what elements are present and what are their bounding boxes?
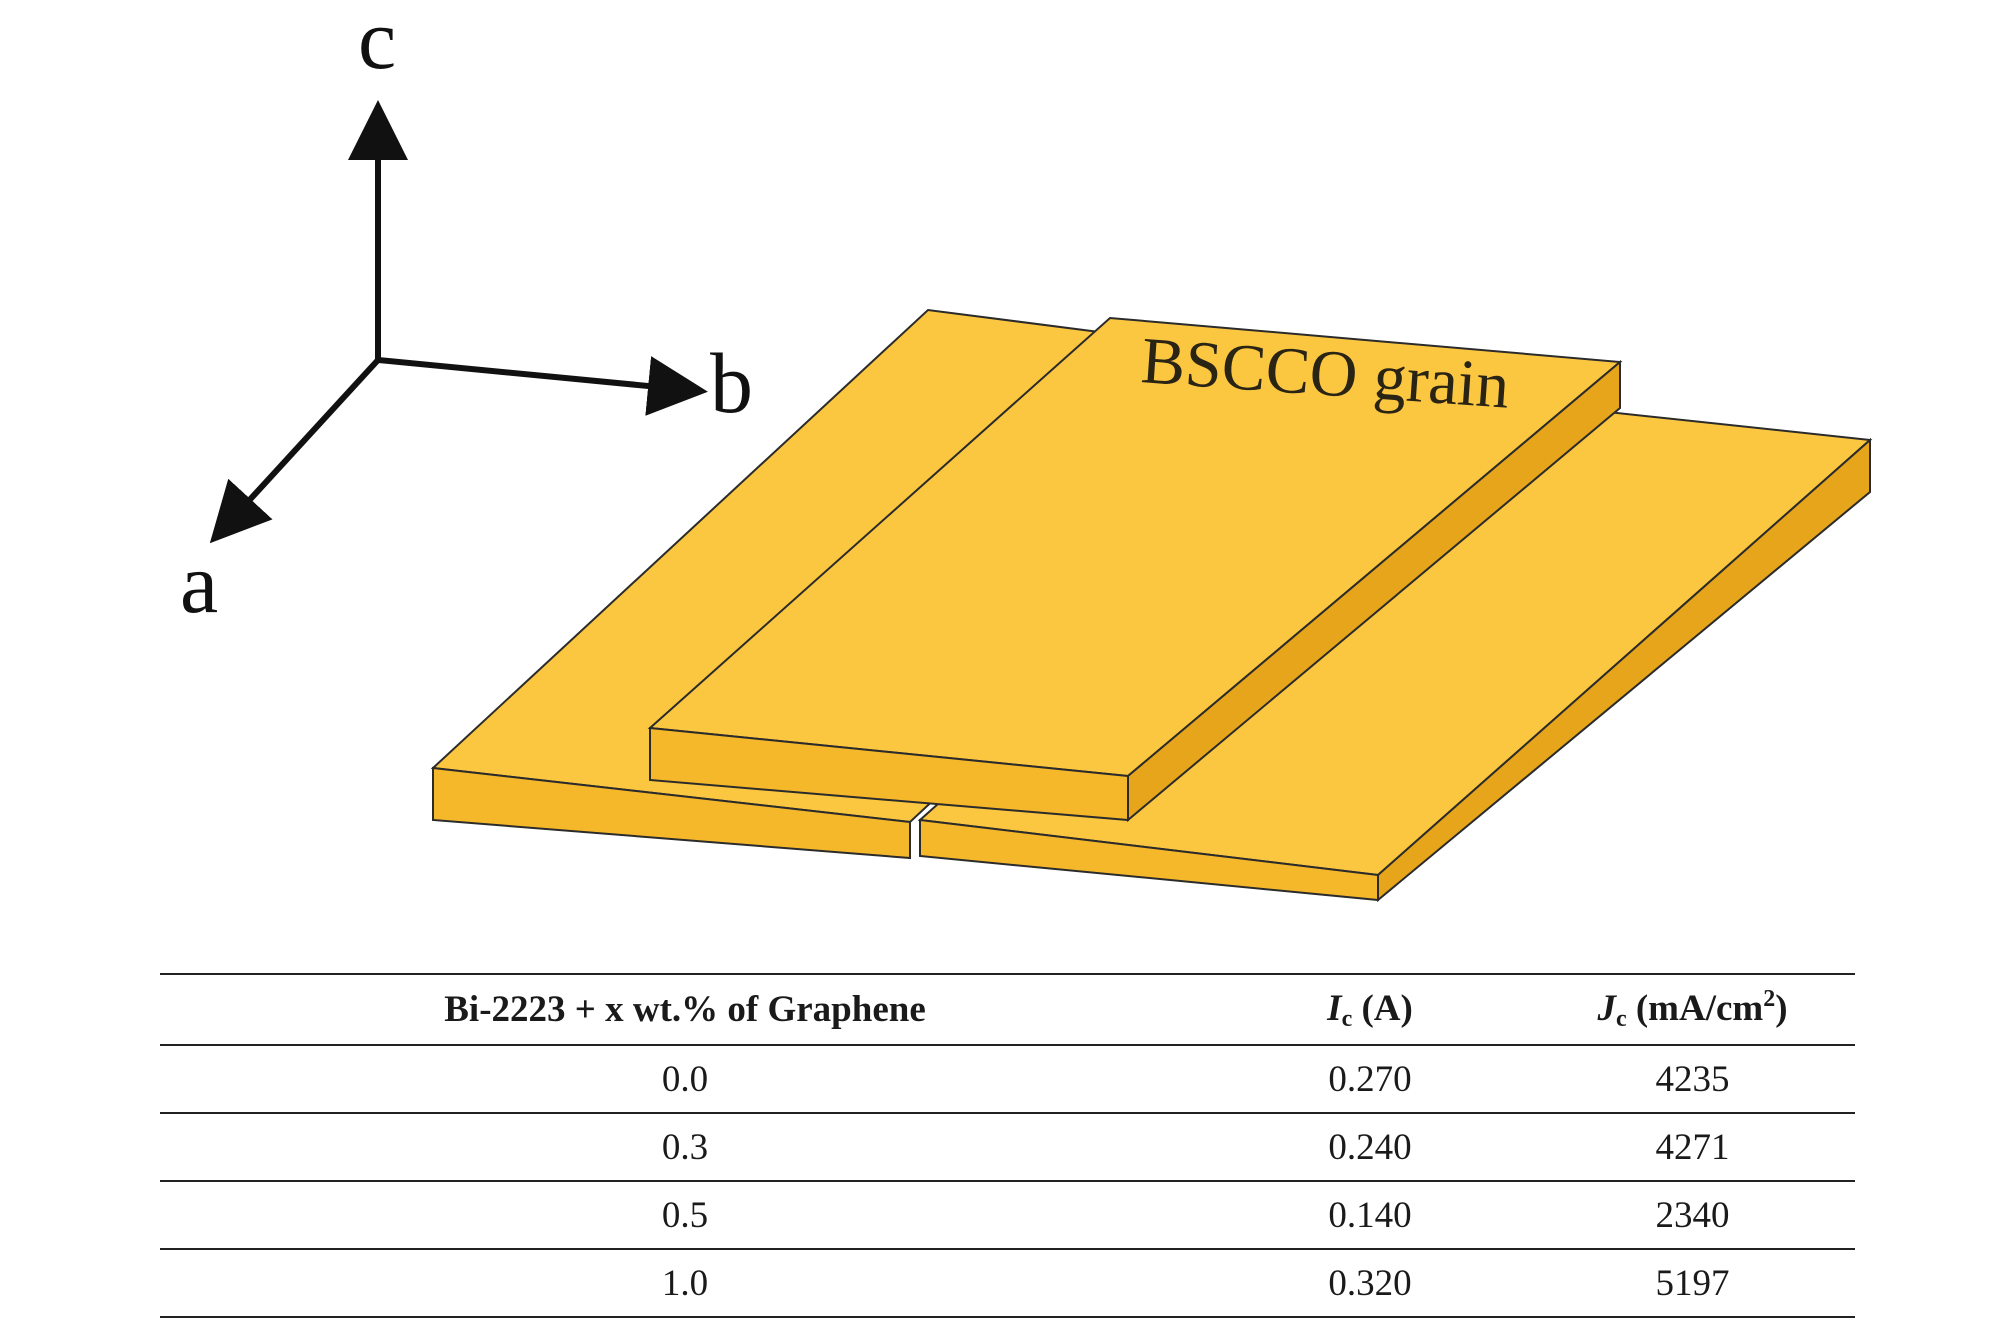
cell-ic: 0.320: [1210, 1249, 1530, 1318]
table-header-row: Bi-2223 + x wt.% of Graphene Ic (A) Jc (…: [160, 973, 1855, 1046]
header-jc-subscript: c: [1615, 1006, 1627, 1032]
b-axis-label: b: [710, 335, 753, 431]
grain-slab-top-side: [1127, 359, 1621, 823]
header-jc-unit-pre: (mA/cm: [1626, 988, 1764, 1029]
cell-composition: 1.0: [160, 1249, 1210, 1318]
cell-jc: 5197: [1530, 1249, 1855, 1318]
cell-ic: 0.140: [1210, 1181, 1530, 1250]
results-table: Bi-2223 + x wt.% of Graphene Ic (A) Jc (…: [160, 973, 1855, 1318]
cell-jc: 2340: [1530, 1181, 1855, 1250]
cell-jc: 4271: [1530, 1113, 1855, 1182]
b-axis-arrow: [377, 356, 708, 416]
header-jc-symbol: J: [1597, 988, 1616, 1029]
header-jc: Jc (mA/cm2): [1530, 973, 1855, 1046]
grain-slab-top: BSCCO grain: [647, 316, 1623, 823]
a-axis-arrow: [209, 357, 381, 544]
bscco-grain-diagram: c b a BSCCO grain: [180, 0, 1873, 903]
grain-slab-right-side: [1377, 437, 1871, 903]
axis-triad: c b a: [180, 0, 753, 631]
header-composition: Bi-2223 + x wt.% of Graphene: [160, 973, 1210, 1046]
header-jc-superscript: 2: [1763, 986, 1776, 1012]
a-axis-label: a: [180, 535, 218, 631]
header-ic: Ic (A): [1210, 973, 1530, 1046]
grain-slab-left-front: [432, 766, 911, 860]
cell-ic: 0.240: [1210, 1113, 1530, 1182]
header-ic-subscript: c: [1341, 1005, 1353, 1032]
table-row: 0.5 0.140 2340: [160, 1181, 1855, 1250]
cell-jc: 4235: [1530, 1045, 1855, 1114]
header-ic-unit: (A): [1352, 987, 1413, 1029]
cell-composition: 0.3: [160, 1113, 1210, 1182]
c-axis-label: c: [358, 0, 396, 87]
table-row: 0.0 0.270 4235: [160, 1045, 1855, 1114]
header-ic-symbol: I: [1327, 987, 1342, 1029]
header-jc-unit-post: ): [1775, 988, 1788, 1029]
cell-composition: 0.0: [160, 1045, 1210, 1114]
table-row: 0.3 0.240 4271: [160, 1113, 1855, 1182]
cell-ic: 0.270: [1210, 1045, 1530, 1114]
cell-composition: 0.5: [160, 1181, 1210, 1250]
table-row: 1.0 0.320 5197: [160, 1249, 1855, 1318]
